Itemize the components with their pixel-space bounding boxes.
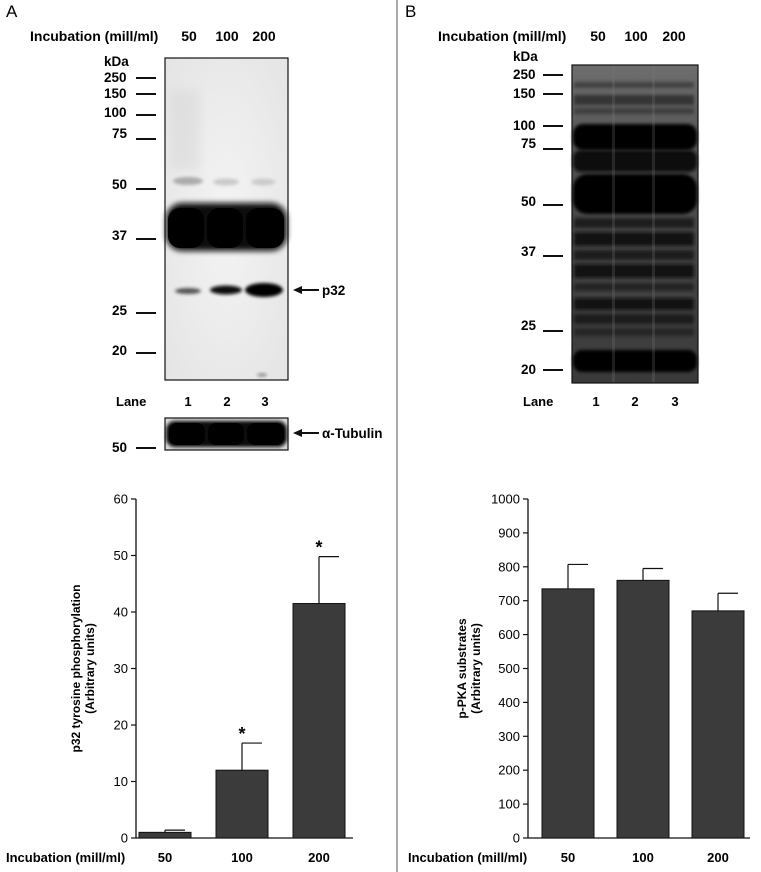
chart-b-ytick-label: 500 — [498, 661, 520, 676]
chart-b-ylabel-line: p-PKA substrates — [455, 618, 469, 719]
chart-a-xlabel: Incubation (mill/ml) — [6, 850, 125, 865]
panel-a-header-conc-100: 100 — [215, 28, 239, 44]
chart-b-category-100: 100 — [632, 850, 654, 865]
panel-a-header-conc-200: 200 — [252, 28, 276, 44]
marker-b-25: 25 — [521, 318, 537, 333]
chart-a-p32-bar-chart: 0 10 20 30 40 50 60 p32 tyrosine phosphorylatio… — [6, 492, 353, 865]
chart-b-ytick-label: 800 — [498, 559, 520, 574]
panel-b-incubation-header: Incubation (mill/ml) — [438, 28, 566, 44]
chart-a-significance-100: * — [238, 724, 245, 744]
marker-a-20: 20 — [112, 343, 127, 358]
marker-b-20: 20 — [521, 362, 536, 377]
marker-b-75: 75 — [521, 136, 537, 151]
chart-b-ytick-label: 100 — [498, 797, 520, 812]
marker-b-50: 50 — [521, 194, 536, 209]
chart-a-ytick-label: 40 — [114, 605, 128, 620]
chart-b-category-200: 200 — [707, 850, 729, 865]
panel-a-lane-3: 3 — [261, 394, 268, 409]
chart-b-ytick-label: 400 — [498, 695, 520, 710]
chart-b-ytick-label: 900 — [498, 525, 520, 540]
tubulin-arrowhead-icon — [293, 429, 302, 437]
chart-a-ytick-label: 20 — [114, 718, 128, 733]
chart-a-ylabel-line: p32 tyrosine phosphorylation — [69, 584, 83, 752]
chart-b-category-50: 50 — [561, 850, 575, 865]
chart-a-ytick-label: 30 — [114, 661, 128, 676]
chart-b-ytick-label: 600 — [498, 627, 520, 642]
chart-b-ytick-label: 0 — [513, 831, 520, 846]
chart-b-pka-bar-chart: 0 100 200 300 400 500 600 700 800 900 1000 p-PKA su… — [408, 492, 750, 865]
marker-a-250: 250 — [104, 70, 127, 85]
chart-b-bar-200 — [691, 610, 745, 839]
panel-b-letter: B — [405, 2, 416, 21]
panel-b-lane-3: 3 — [671, 394, 678, 409]
chart-a-ytick-label: 10 — [114, 774, 128, 789]
chart-a-bar-200 — [292, 603, 346, 839]
chart-a-bar-100 — [215, 769, 269, 839]
panel-a-lane-label: Lane — [116, 394, 146, 409]
panel-b-header-conc-50: 50 — [590, 28, 606, 44]
chart-b-ylabel-line: (Arbitrary units) — [469, 623, 483, 714]
panel-a-header-conc-50: 50 — [181, 28, 197, 44]
panel-b-header-conc-100: 100 — [624, 28, 648, 44]
marker-a-37: 37 — [112, 228, 127, 243]
panel-a-letter: A — [6, 2, 18, 21]
panel-a-kda-label: kDa — [104, 54, 129, 69]
panel-a-blot-section: A Incubation (mill/ml) 50 100 200 kDa — [6, 2, 383, 455]
chart-a-category-200: 200 — [308, 850, 330, 865]
panel-a-mw-markers: 250 150 100 75 50 37 25 20 — [104, 70, 156, 358]
panel-a-tubulin-strip — [164, 417, 289, 451]
panel-b-mw-markers: 250 150 100 75 50 37 25 20 — [513, 67, 563, 377]
marker-b-100: 100 — [513, 118, 536, 133]
panel-a-lane-2: 2 — [223, 394, 230, 409]
chart-a-ytick-label: 60 — [114, 492, 128, 507]
panel-b-blot-section: B Incubation (mill/ml) 50 100 200 kDa — [405, 2, 699, 409]
marker-b-250: 250 — [513, 67, 536, 82]
panel-b-lane-2: 2 — [631, 394, 638, 409]
chart-a-category-100: 100 — [231, 850, 253, 865]
p32-annotation: p32 — [322, 283, 345, 298]
panel-b-header-conc-200: 200 — [662, 28, 686, 44]
marker-b-37: 37 — [521, 244, 536, 259]
marker-a-25: 25 — [112, 303, 128, 318]
p32-arrowhead-icon — [293, 286, 302, 294]
chart-b-ytick-label: 1000 — [491, 492, 520, 507]
panel-a-blot-image — [164, 57, 289, 381]
chart-a-ylabel-line: (Arbitrary units) — [83, 623, 97, 714]
chart-b-bar-100 — [616, 579, 670, 839]
chart-a-bar-50 — [138, 831, 192, 839]
chart-b-ytick-label: 700 — [498, 593, 520, 608]
chart-b-ytick-label: 300 — [498, 729, 520, 744]
panel-b-kda-label: kDa — [513, 49, 538, 64]
panel-a-loading-marker: 50 — [112, 440, 127, 455]
panel-b-lane-1: 1 — [592, 394, 599, 409]
chart-b-bar-50 — [541, 588, 595, 839]
marker-b-150: 150 — [513, 86, 536, 101]
marker-a-75: 75 — [112, 126, 128, 141]
chart-a-ytick-label: 0 — [121, 831, 128, 846]
panel-a-incubation-header: Incubation (mill/ml) — [30, 28, 158, 44]
marker-a-100: 100 — [104, 105, 127, 120]
panel-b-lane-label: Lane — [523, 394, 553, 409]
chart-b-xlabel: Incubation (mill/ml) — [408, 850, 527, 865]
marker-a-50: 50 — [112, 177, 127, 192]
marker-a-150: 150 — [104, 86, 127, 101]
chart-b-ytick-label: 200 — [498, 763, 520, 778]
chart-a-significance-200: * — [315, 538, 322, 558]
panel-a-lane-1: 1 — [184, 394, 191, 409]
chart-a-ytick-label: 50 — [114, 548, 128, 563]
tubulin-annotation: α-Tubulin — [322, 426, 383, 441]
panel-b-blot-image — [571, 64, 699, 384]
chart-a-category-50: 50 — [158, 850, 172, 865]
